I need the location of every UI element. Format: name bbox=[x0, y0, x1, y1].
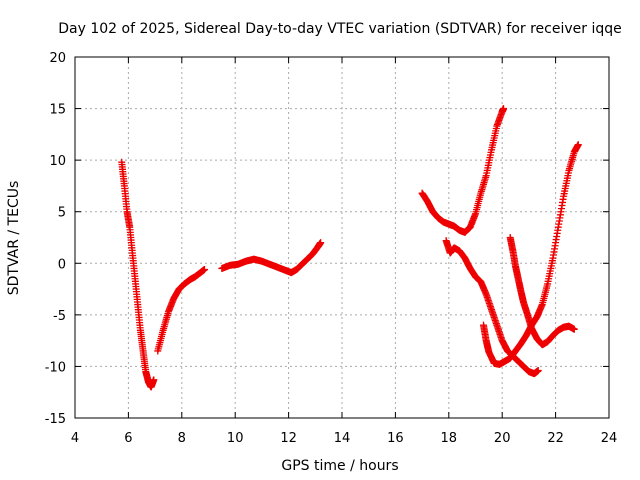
data-point bbox=[200, 265, 208, 273]
y-tick-label: 20 bbox=[49, 51, 66, 66]
data-point bbox=[574, 141, 582, 149]
series-arc-6 bbox=[480, 141, 582, 368]
x-tick-label: 4 bbox=[71, 431, 79, 446]
y-tick-label: 10 bbox=[49, 154, 66, 169]
x-tick-label: 8 bbox=[178, 431, 186, 446]
x-tick-label: 24 bbox=[601, 431, 618, 446]
y-tick-label: -10 bbox=[45, 360, 66, 375]
chart-title: Day 102 of 2025, Sidereal Day-to-day VTE… bbox=[58, 21, 622, 37]
x-tick-label: 14 bbox=[334, 431, 351, 446]
x-tick-label: 6 bbox=[124, 431, 132, 446]
y-tick-label: 0 bbox=[58, 257, 66, 272]
x-tick-label: 16 bbox=[387, 431, 404, 446]
y-axis-label: SDTVAR / TECUs bbox=[6, 181, 22, 296]
x-tick-label: 20 bbox=[494, 431, 511, 446]
data-point bbox=[570, 325, 578, 333]
x-tick-label: 18 bbox=[441, 431, 458, 446]
series-arc-1 bbox=[118, 158, 158, 391]
series-arc-3 bbox=[218, 239, 325, 277]
y-tick-label: 5 bbox=[58, 206, 66, 221]
x-axis-label: GPS time / hours bbox=[281, 458, 398, 474]
grid-lines bbox=[75, 57, 609, 418]
series-arc-7 bbox=[506, 234, 578, 349]
data-point bbox=[317, 239, 325, 247]
y-tick-label: 15 bbox=[49, 103, 66, 118]
series-arc-4 bbox=[418, 105, 508, 236]
data-marks bbox=[118, 105, 582, 391]
x-tick-label: 22 bbox=[547, 431, 564, 446]
x-tick-label: 12 bbox=[280, 431, 297, 446]
x-tick-label: 10 bbox=[227, 431, 244, 446]
y-tick-label: -15 bbox=[45, 412, 66, 427]
axis-ticks: 4 6 8 10 12 14 16 18 20 22 24 -15 -10 -5 0 5 10 15 20 bbox=[45, 51, 618, 446]
data-point bbox=[500, 105, 508, 113]
data-point bbox=[150, 376, 158, 384]
data-point bbox=[534, 367, 542, 375]
series-arc-2 bbox=[154, 265, 208, 355]
y-tick-label: -5 bbox=[53, 309, 66, 324]
